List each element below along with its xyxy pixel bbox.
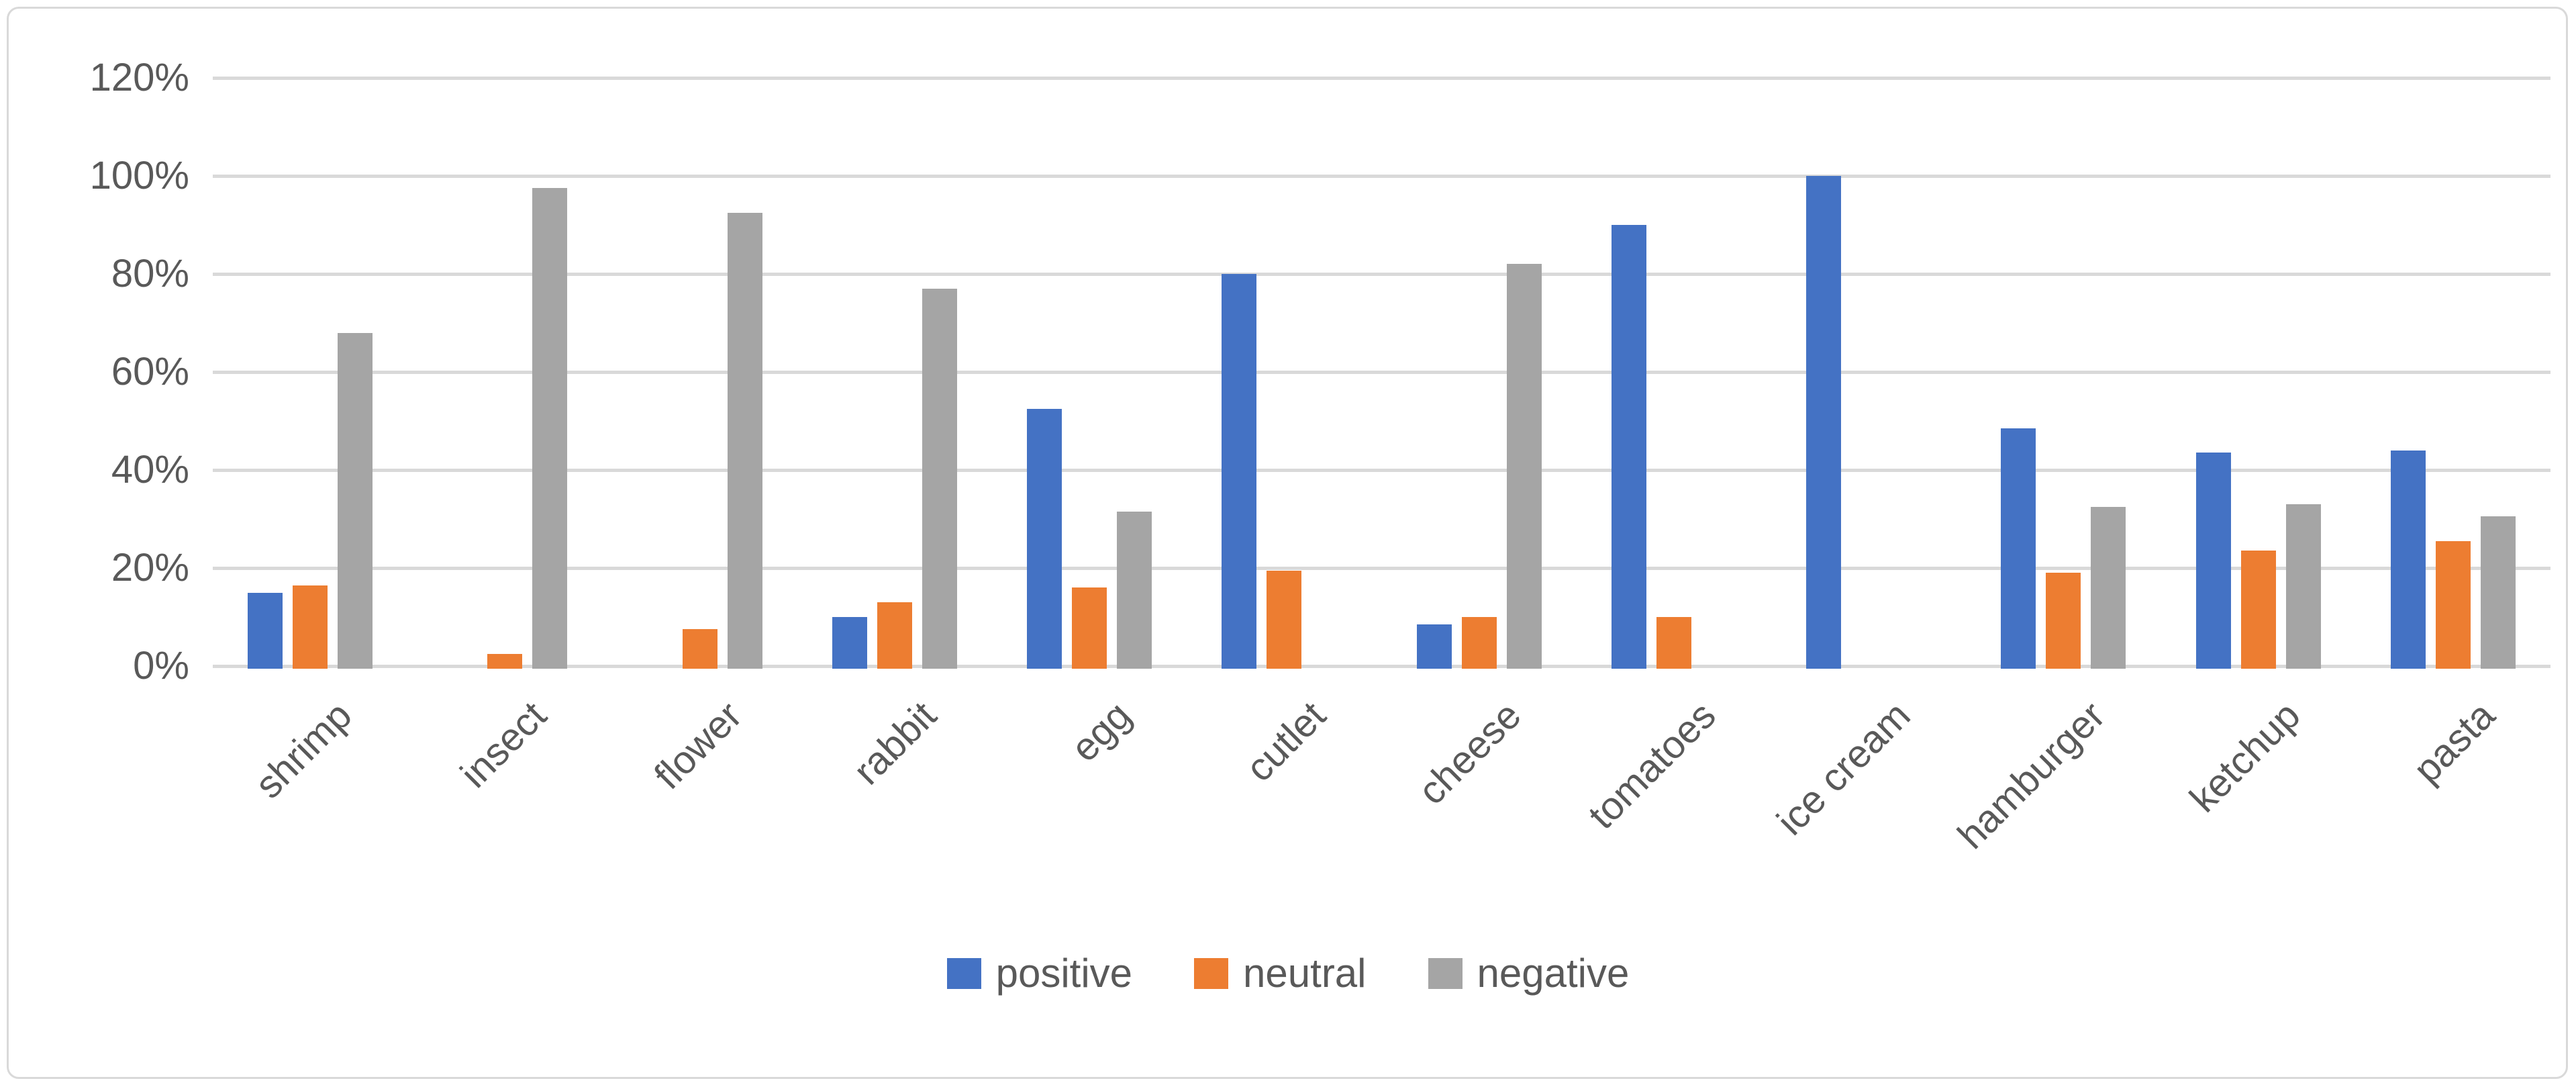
ytick-label-100: 100% — [89, 154, 189, 197]
bar-negative-cheese — [1506, 264, 1542, 669]
bar-positive-pasta — [2390, 450, 2426, 669]
gridline-120 — [213, 77, 2550, 80]
bar-negative-pasta — [2480, 516, 2516, 669]
legend-label-positive: positive — [995, 951, 1133, 996]
bar-positive-ice-cream — [1806, 176, 1842, 669]
bar-negative-hamburger — [2091, 506, 2126, 669]
chart-frame — [7, 7, 2568, 1079]
gridline-80 — [213, 273, 2550, 276]
bar-negative-flower — [727, 212, 762, 669]
bar-positive-shrimp — [248, 592, 283, 669]
bar-neutral-pasta — [2435, 540, 2471, 669]
ytick-label-40: 40% — [111, 448, 189, 491]
ytick-label-20: 20% — [111, 546, 189, 589]
legend-label-neutral: neutral — [1243, 951, 1367, 996]
bar-negative-rabbit — [922, 288, 957, 669]
legend-marker-positive — [946, 958, 981, 989]
bar-negative-insect — [532, 188, 568, 669]
bar-neutral-hamburger — [2046, 573, 2081, 669]
legend-label-negative: negative — [1477, 951, 1630, 996]
ytick-label-60: 60% — [111, 350, 189, 393]
legend-item-neutral: neutral — [1194, 950, 1367, 997]
gridline-60 — [213, 371, 2550, 374]
bar-positive-rabbit — [832, 617, 867, 669]
bar-neutral-flower — [682, 629, 717, 669]
bar-negative-ketchup — [2285, 504, 2321, 669]
gridline-100 — [213, 175, 2550, 178]
bar-neutral-egg — [1072, 587, 1107, 669]
ytick-label-120: 120% — [89, 56, 189, 99]
legend-marker-neutral — [1194, 958, 1229, 989]
bar-neutral-cheese — [1461, 617, 1497, 669]
gridline-20 — [213, 567, 2550, 570]
bar-positive-ketchup — [2195, 453, 2231, 669]
ytick-label-0: 0% — [133, 644, 189, 688]
bar-positive-egg — [1027, 408, 1062, 669]
legend: positive neutral negative — [0, 950, 2576, 997]
bar-neutral-insect — [487, 653, 523, 669]
legend-item-negative: negative — [1428, 950, 1630, 997]
bar-neutral-tomatoes — [1656, 617, 1691, 669]
bar-positive-cutlet — [1222, 274, 1257, 669]
legend-marker-negative — [1428, 958, 1463, 989]
bar-neutral-shrimp — [293, 585, 328, 669]
bar-neutral-rabbit — [877, 602, 912, 669]
ytick-label-80: 80% — [111, 252, 189, 295]
bar-positive-tomatoes — [1611, 225, 1646, 669]
bar-negative-shrimp — [338, 332, 373, 669]
bar-negative-egg — [1117, 512, 1152, 669]
bar-neutral-ketchup — [2240, 551, 2276, 669]
gridline-0 — [213, 665, 2550, 668]
legend-item-positive: positive — [946, 950, 1133, 997]
bar-neutral-cutlet — [1267, 570, 1302, 669]
bar-positive-cheese — [1416, 624, 1452, 669]
bar-positive-hamburger — [2001, 428, 2036, 669]
gridline-40 — [213, 469, 2550, 472]
